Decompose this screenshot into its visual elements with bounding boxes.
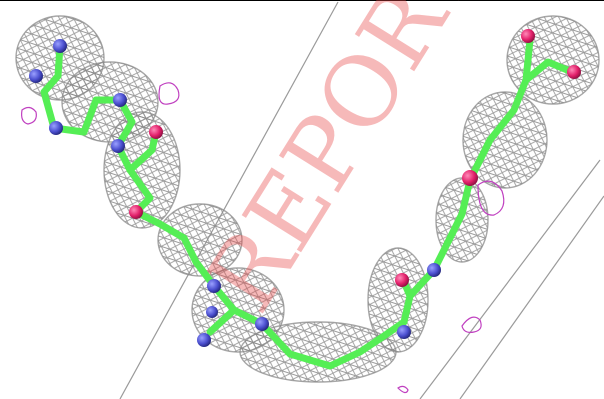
difference-blob [397,385,409,394]
ribose-ring [114,128,160,174]
adenine-ring [40,42,136,150]
mesh-lobe [367,247,429,353]
nitrogen-atom [207,279,221,293]
carboxyl-group [522,58,576,84]
difference-blob [21,106,37,125]
nitrogen-atom [53,39,67,53]
nitrogen-atom [111,139,125,153]
oxygen-atom [521,29,535,43]
nitrogen-atom [206,306,218,318]
guide-line [419,159,601,399]
watermark: REPORT [185,0,503,330]
aryl-chain [466,36,534,184]
difference-map [21,82,505,394]
linker-chain [126,166,218,290]
guide-lines [119,1,604,399]
nitrogen-atom [427,263,441,277]
nitrogen-atom [255,317,269,331]
nitrogen-atom [397,325,411,339]
nitrogen-atom [29,69,43,83]
nitrogen-atom [197,333,211,347]
watermark-text: REPORT [185,0,503,330]
difference-blob [461,316,482,333]
difference-blob [158,82,180,105]
nitrogen-atom [113,93,127,107]
oxygen-atom [462,170,478,186]
oxygen-atoms [129,29,581,287]
bond-sticks [40,36,576,370]
mesh-lobe [462,91,548,189]
oxygen-atom [567,65,581,79]
difference-blob [477,180,505,216]
amide-linker [400,176,474,326]
oxygen-atom [395,273,409,287]
mesh-lobe [239,321,397,383]
oxygen-atom [149,125,163,139]
nitrogen-atoms [29,39,441,347]
oxygen-atom [129,205,143,219]
mesh-lobe [157,203,243,277]
guide-line [119,1,339,399]
nitrogen-atom [49,121,63,135]
guide-line [459,195,604,399]
